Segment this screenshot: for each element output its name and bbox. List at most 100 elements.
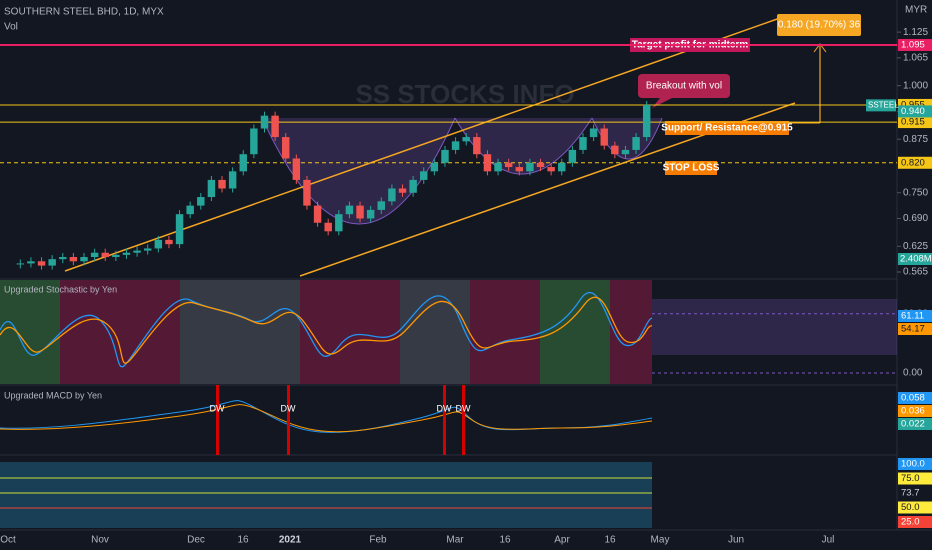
candle — [430, 162, 439, 172]
candle — [90, 252, 99, 258]
y-tick-label: 0.690 — [903, 213, 928, 224]
last-price: 0.940 — [901, 106, 925, 117]
symbol-tag-box — [866, 99, 896, 112]
bottom-tag: 25.0 — [901, 517, 920, 528]
candle — [154, 239, 163, 249]
price-tag: 0.915 — [901, 117, 925, 128]
breakout-label: Breakout with vol — [646, 81, 722, 92]
price-tag-box — [898, 38, 932, 51]
macd-tag: 0.058 — [901, 393, 925, 404]
candle — [515, 167, 524, 172]
candle — [388, 188, 396, 202]
dw-label: DW — [281, 403, 296, 413]
bottom-tag: 75.0 — [901, 473, 920, 484]
candle — [59, 257, 67, 260]
candle — [600, 128, 608, 146]
support-box — [665, 121, 789, 135]
x-tick-label: 16 — [499, 535, 511, 546]
volume-tag-box — [898, 253, 932, 265]
candle — [579, 137, 587, 150]
x-tick-label: Apr — [554, 535, 570, 546]
macd-title: Upgraded MACD by Yen — [4, 390, 102, 400]
candle — [313, 205, 322, 223]
symbol-tag: SSTEEL — [868, 100, 899, 109]
candle — [186, 205, 194, 215]
candle — [642, 104, 651, 138]
bottom-tag-box — [898, 458, 932, 470]
y-tick-label: 1.065 — [903, 52, 928, 63]
candle — [122, 252, 131, 255]
x-tick-label: Nov — [91, 535, 109, 546]
bottom-tag-box — [898, 487, 932, 499]
support-label: Support/ Resistance@0.915 — [661, 123, 793, 134]
channel-upper — [64, 17, 781, 272]
x-tick-label: Mar — [446, 535, 464, 546]
candle — [207, 179, 216, 198]
candle — [48, 259, 56, 266]
candle — [197, 197, 205, 206]
candle — [473, 137, 481, 155]
candle — [175, 214, 184, 245]
stoch-tick-label: 0.00 — [903, 368, 923, 379]
macd-tag-box — [898, 405, 932, 417]
candle — [589, 128, 598, 138]
candle — [271, 115, 279, 138]
currency: MYR — [905, 5, 927, 16]
candle — [112, 254, 120, 258]
symbol-title: SOUTHERN STEEL BHD, 1D, MYX — [4, 7, 164, 18]
price-tag: 1.095 — [901, 39, 925, 50]
x-tick-label: 16 — [237, 535, 249, 546]
candle — [462, 137, 470, 142]
candle — [345, 205, 354, 215]
candle — [324, 222, 332, 232]
candle — [377, 201, 385, 210]
candle — [292, 158, 301, 180]
candle — [483, 154, 492, 172]
candle — [504, 162, 513, 168]
stop-loss-box — [665, 161, 717, 175]
stochastic-background — [0, 280, 897, 384]
candle — [621, 149, 630, 155]
y-tick-label: 1.000 — [903, 80, 928, 91]
stochastic-title: Upgraded Stochastic by Yen — [4, 284, 117, 294]
macd-tag: 0.036 — [901, 406, 925, 417]
y-tick-label: 1.125 — [903, 27, 928, 38]
last-price-box — [898, 105, 932, 118]
candle — [80, 257, 88, 262]
y-tick-label: 0.875 — [903, 134, 928, 145]
dw-markers — [216, 385, 465, 455]
candle — [133, 250, 141, 253]
volume-tag: 2.408M — [900, 254, 932, 265]
candle — [494, 162, 502, 172]
bottom-tag-box — [898, 516, 932, 528]
candle — [101, 252, 109, 258]
macd-tag-box — [898, 392, 932, 404]
bottom-tag: 100.0 — [901, 459, 925, 470]
breakout-box — [638, 74, 730, 98]
candle — [366, 209, 375, 219]
stoch-k-box — [898, 310, 932, 322]
x-tick-label: Oct — [0, 535, 16, 546]
measure-label: 0.180 (19.70%) 36 — [778, 20, 861, 31]
cup-shape — [261, 117, 456, 225]
candle — [451, 141, 460, 150]
candle — [16, 263, 25, 265]
x-tick-label: Feb — [369, 535, 387, 546]
y-tick-label: 0.625 — [903, 241, 928, 252]
x-tick-label: Jul — [822, 535, 835, 546]
candle — [143, 248, 152, 251]
x-tick-label: 16 — [604, 535, 616, 546]
dw-label: DW — [437, 403, 452, 413]
candle — [441, 149, 449, 163]
candle — [526, 162, 534, 172]
price-tag: 0.955 — [901, 99, 925, 110]
x-tick-label: Jun — [728, 535, 744, 546]
stop-loss-label: STOP LOSS — [663, 163, 720, 174]
macd-tag: 0.022 — [901, 419, 925, 430]
bottom-tag-box — [898, 472, 932, 485]
candle — [260, 115, 269, 129]
candle — [398, 188, 407, 193]
volume-label: Vol — [4, 22, 18, 33]
